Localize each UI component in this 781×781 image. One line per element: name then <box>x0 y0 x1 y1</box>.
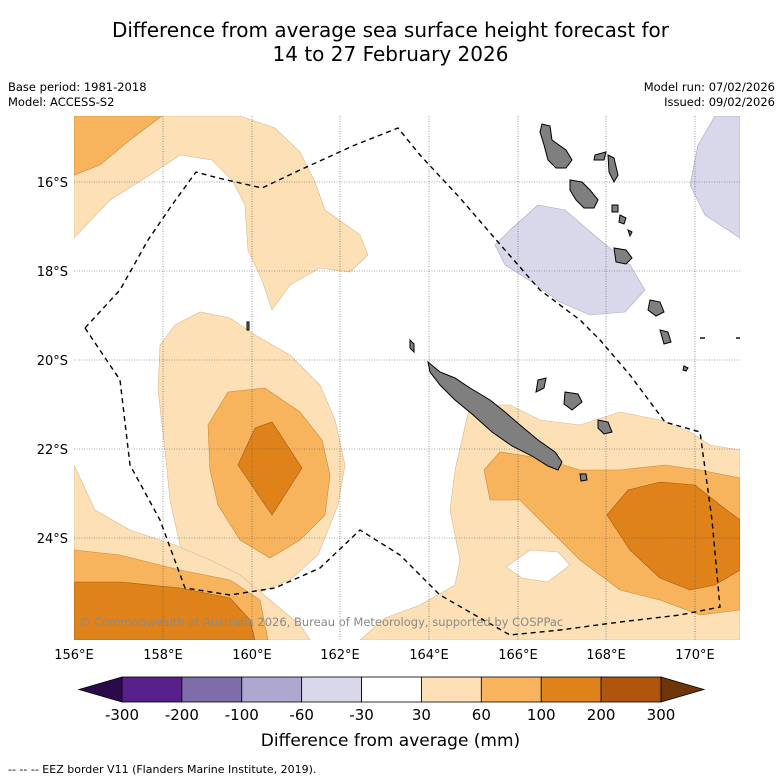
lat-label: 24°S <box>37 532 68 547</box>
vanuatu-island-malekula <box>569 179 599 209</box>
lon-label: 160°E <box>232 648 272 663</box>
colorbar-tick-label: -100 <box>224 706 259 724</box>
lon-axis-labels: 156°E 158°E 160°E 162°E 164°E 166°E 168°… <box>54 648 715 663</box>
belep-islands <box>409 338 415 354</box>
vanuatu-island-espiritu-santo <box>539 123 573 169</box>
issued-date: Issued: 09/02/2026 <box>664 95 775 109</box>
colorbar-swatch <box>480 676 542 703</box>
colorbar-swatch <box>600 676 662 703</box>
anomaly-region-negative <box>494 204 646 316</box>
colorbar <box>77 676 706 703</box>
colorbar-swatch <box>301 676 362 703</box>
vanuatu-island-efate <box>613 247 633 265</box>
chart-title: Difference from average sea surface heig… <box>0 18 781 66</box>
lon-label: 158°E <box>143 648 183 663</box>
base-period: Base period: 1981-2018 <box>8 80 147 94</box>
neutral-pocket <box>505 549 571 583</box>
anomaly-region-100-200 <box>606 481 740 591</box>
matthew-island <box>682 365 689 372</box>
colorbar-tick-label: 200 <box>586 706 616 724</box>
vanuatu-island-small <box>627 229 633 238</box>
isle-of-pines <box>579 473 588 482</box>
vanuatu-island-small <box>611 204 619 213</box>
lon-label: 156°E <box>54 648 94 663</box>
anomaly-region-100-200 <box>74 581 256 640</box>
colorbar-tick-label: -300 <box>104 706 140 724</box>
colorbar-swatch <box>181 676 243 703</box>
land <box>246 123 689 482</box>
colorbar-label: Difference from average (mm) <box>260 731 521 751</box>
title-line-1: Difference from average sea surface heig… <box>111 18 670 42</box>
anomaly-region-negative <box>689 116 740 239</box>
colorbar-tick-label: -200 <box>164 706 199 724</box>
model-name: Model: ACCESS-S2 <box>8 95 115 109</box>
meta-left: Base period: 1981-2018 Model: ACCESS-S2 <box>8 80 147 110</box>
lat-axis-labels: 16°S 18°S 20°S 22°S 24°S <box>37 176 68 547</box>
loyalty-island-lifou <box>563 391 583 411</box>
vanuatu-island-small <box>618 214 627 225</box>
lat-label: 16°S <box>37 176 68 191</box>
lat-label: 20°S <box>37 354 68 369</box>
new-caledonia-island <box>427 360 563 471</box>
model-run: Model run: 07/02/2026 <box>643 80 775 94</box>
colorbar-swatch <box>241 676 303 703</box>
colorbar-extend-high <box>660 676 706 703</box>
colorbar-tick-label: 300 <box>646 706 676 724</box>
colorbar-tick-label: -60 <box>289 706 314 724</box>
colorbar-swatch <box>421 676 482 703</box>
copyright-notice: © Commonwealth of Australia 2026, Bureau… <box>79 615 564 629</box>
gridlines <box>74 116 740 640</box>
colorbar-swatch <box>121 676 183 703</box>
vanuatu-island-erromango <box>647 299 665 317</box>
map-area <box>74 116 740 640</box>
meta-right: Model run: 07/02/2026 Issued: 09/02/2026 <box>644 80 775 110</box>
colorbar-tick-label: 30 <box>411 706 431 724</box>
lat-label: 18°S <box>37 265 68 280</box>
eez-legend: -- -- -- EEZ border V11 (Flanders Marine… <box>8 763 317 776</box>
chesterfield-island <box>246 321 250 331</box>
lon-label: 168°E <box>586 648 626 663</box>
lon-label: 162°E <box>320 648 360 663</box>
title-line-2: 14 to 27 February 2026 <box>272 42 509 66</box>
vanuatu-island-pentecost <box>593 151 607 161</box>
vanuatu-island-maewo <box>607 154 619 184</box>
lon-label: 170°E <box>675 648 715 663</box>
lon-label: 164°E <box>409 648 449 663</box>
loyalty-island-ouvea <box>535 377 547 393</box>
colorbar-extend-low <box>77 676 123 703</box>
vanuatu-island-tanna <box>659 329 672 345</box>
colorbar-swatch <box>540 676 602 703</box>
colorbar-swatch <box>361 676 422 703</box>
colorbar-tick-label: 60 <box>471 706 491 724</box>
lat-label: 22°S <box>37 443 68 458</box>
colorbar-tick-label: 100 <box>526 706 556 724</box>
lon-label: 166°E <box>498 648 538 663</box>
loyalty-island-mare <box>597 419 613 435</box>
anomaly-region-60-100 <box>74 116 163 176</box>
colorbar-tick-label: -30 <box>349 706 374 724</box>
